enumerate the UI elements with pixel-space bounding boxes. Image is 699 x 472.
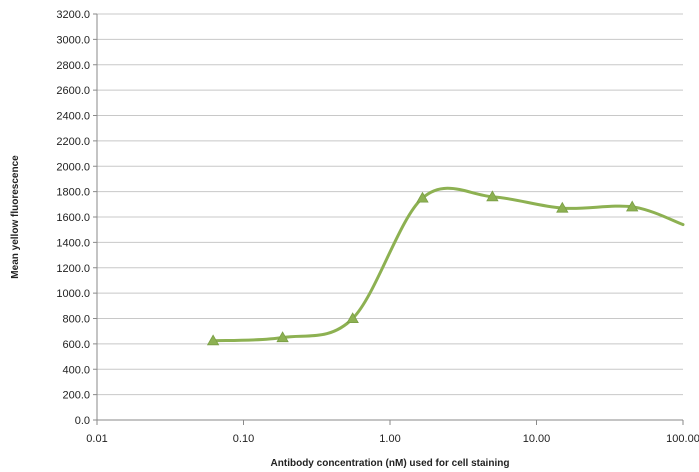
y-tick-label: 1600.0 bbox=[56, 212, 90, 224]
markers bbox=[206, 190, 639, 346]
y-tick-label: 2200.0 bbox=[56, 136, 90, 148]
y-tick-label: 3200.0 bbox=[56, 9, 90, 21]
series-line bbox=[211, 186, 685, 343]
data-point-marker bbox=[346, 312, 359, 324]
y-tick-label: 1000.0 bbox=[56, 288, 90, 300]
y-tick-label: 2000.0 bbox=[56, 161, 90, 173]
y-tick-label: 600.0 bbox=[62, 339, 90, 351]
y-tick-label: 400.0 bbox=[62, 364, 90, 376]
y-tick-label: 2800.0 bbox=[56, 60, 90, 72]
y-tick-labels: 0.0 200.0 400.0 600.0 800.0 1000.0 1200.0 1400.… bbox=[56, 9, 90, 427]
x-tick-labels: 0.01 0.10 1.00 10.00 100.00 bbox=[86, 433, 699, 445]
y-tick-label: 1400.0 bbox=[56, 237, 90, 249]
x-tick-label: 0.10 bbox=[233, 433, 254, 445]
x-tick-label: 1.00 bbox=[379, 433, 400, 445]
y-tick-label: 2600.0 bbox=[56, 85, 90, 97]
y-tick-label: 3000.0 bbox=[56, 34, 90, 46]
y-tick-label: 800.0 bbox=[62, 314, 90, 326]
x-tick-label: 10.00 bbox=[523, 433, 551, 445]
data-point-marker bbox=[486, 190, 499, 202]
series bbox=[211, 186, 685, 343]
axes bbox=[93, 13, 684, 425]
y-tick-label: 1800.0 bbox=[56, 187, 90, 199]
x-axis-title: Antibody concentration (nM) used for cel… bbox=[271, 458, 510, 469]
data-point-marker bbox=[556, 201, 569, 213]
gridlines bbox=[97, 13, 683, 396]
x-tick-label: 100.00 bbox=[666, 433, 699, 445]
data-point-marker bbox=[206, 334, 220, 346]
y-tick-label: 1200.0 bbox=[56, 263, 90, 275]
y-tick-label: 0.0 bbox=[75, 415, 90, 427]
y-tick-label: 200.0 bbox=[62, 390, 90, 402]
y-tick-label: 2400.0 bbox=[56, 111, 90, 123]
data-point-marker bbox=[416, 191, 429, 203]
x-tick-label: 0.01 bbox=[86, 433, 107, 445]
data-point-marker bbox=[276, 331, 289, 343]
y-axis-title: Mean yellow fluorescence bbox=[10, 155, 21, 279]
data-point-marker bbox=[626, 200, 639, 212]
